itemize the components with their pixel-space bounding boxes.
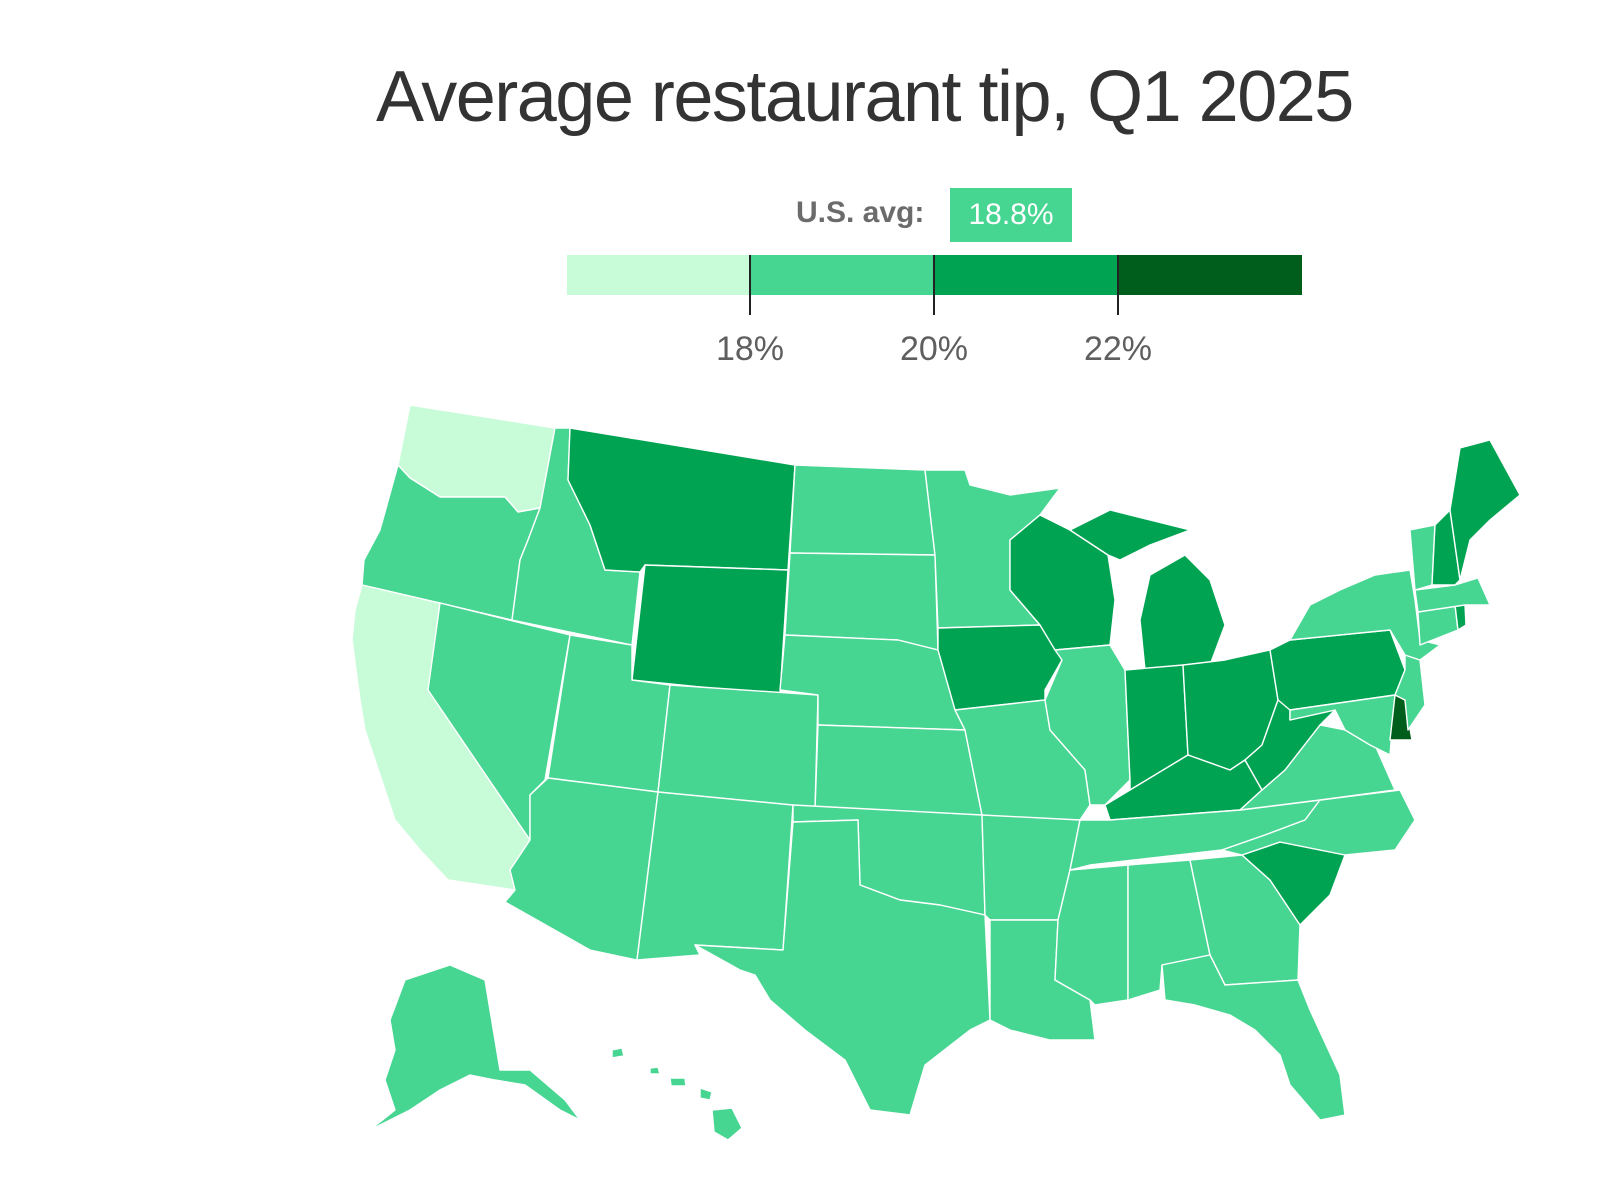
us-average-label: U.S. avg:: [796, 196, 925, 229]
legend-bin-22-plus: [1118, 255, 1302, 295]
state-kansas[interactable]: [814, 724, 983, 816]
state-alaska[interactable]: [369, 964, 581, 1131]
legend-tick-18: [749, 255, 751, 315]
legend-tick-label-20: 20%: [899, 330, 969, 368]
state-north-carolina[interactable]: [1221, 789, 1416, 856]
state-hawaii[interactable]: [611, 1047, 743, 1141]
legend-tick-label-22: 22%: [1083, 330, 1153, 368]
legend-tick-22: [1117, 255, 1119, 315]
state-iowa[interactable]: [937, 624, 1063, 711]
state-new-york[interactable]: [1289, 569, 1441, 661]
state-new-hampshire[interactable]: [1431, 509, 1461, 586]
us-average-value-badge: 18.8%: [950, 188, 1072, 242]
state-michigan[interactable]: [1069, 509, 1226, 671]
state-new-jersey[interactable]: [1394, 654, 1426, 731]
state-wyoming[interactable]: [631, 564, 789, 696]
legend-tick-20: [933, 255, 935, 315]
legend-bin-below-18: [567, 255, 750, 295]
state-mississippi[interactable]: [1054, 864, 1129, 1006]
state-vermont[interactable]: [1409, 524, 1436, 591]
legend-tick-label-18: 18%: [715, 330, 785, 368]
state-maine[interactable]: [1449, 439, 1521, 581]
legend-bin-20-22: [934, 255, 1118, 295]
chart-title: Average restaurant tip, Q1 2025: [376, 57, 1354, 137]
state-illinois[interactable]: [1044, 644, 1131, 806]
state-colorado[interactable]: [657, 684, 819, 811]
state-new-mexico[interactable]: [636, 791, 794, 961]
color-legend: 18% 20% 22%: [567, 255, 1302, 368]
state-wisconsin[interactable]: [1009, 514, 1116, 651]
legend-bin-18-20: [750, 255, 934, 295]
state-texas[interactable]: [694, 819, 991, 1116]
us-average: U.S. avg: 18.8%: [0, 188, 1600, 242]
state-florida[interactable]: [1161, 954, 1346, 1121]
state-montana[interactable]: [567, 427, 796, 573]
state-north-dakota[interactable]: [789, 464, 936, 556]
